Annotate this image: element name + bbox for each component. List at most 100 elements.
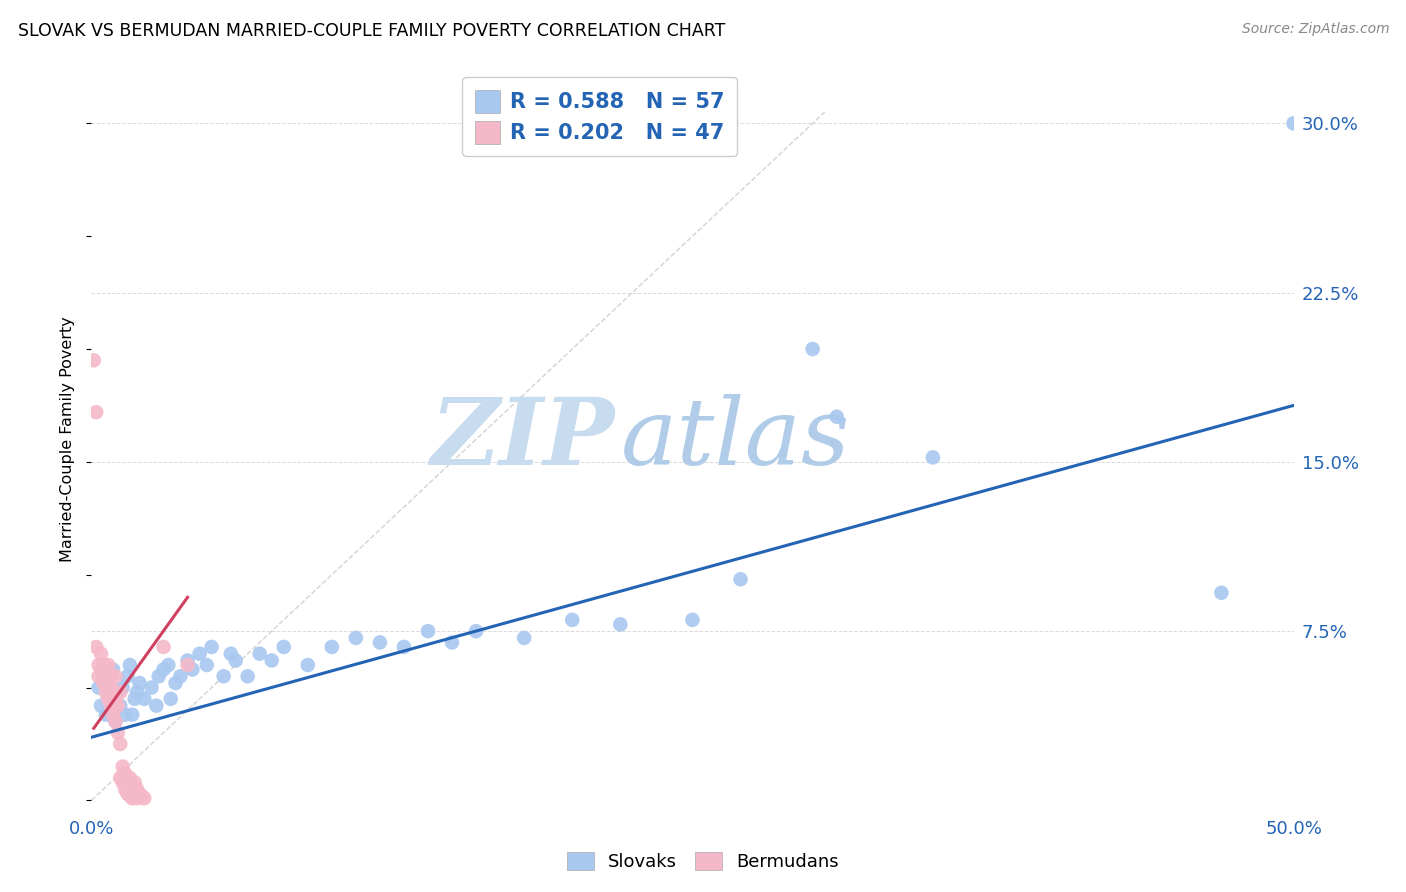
- Text: ZIP: ZIP: [430, 394, 614, 484]
- Point: [121, 782, 143, 797]
- Point: [201, 640, 224, 654]
- Point: [107, 698, 129, 713]
- Point: [344, 631, 367, 645]
- Point: [117, 787, 139, 801]
- Point: [134, 791, 156, 805]
- Text: SLOVAK VS BERMUDAN MARRIED-COUPLE FAMILY POVERTY CORRELATION CHART: SLOVAK VS BERMUDAN MARRIED-COUPLE FAMILY…: [18, 22, 725, 40]
- Point: [93, 658, 115, 673]
- Point: [121, 707, 143, 722]
- Point: [128, 787, 150, 801]
- Point: [118, 771, 141, 785]
- Point: [90, 663, 112, 677]
- Point: [87, 669, 110, 683]
- Point: [114, 707, 136, 722]
- Point: [321, 640, 343, 654]
- Point: [249, 647, 271, 661]
- Point: [165, 676, 187, 690]
- Point: [114, 766, 136, 780]
- Point: [513, 631, 536, 645]
- Legend: R = 0.588   N = 57, R = 0.202   N = 47: R = 0.588 N = 57, R = 0.202 N = 47: [463, 78, 737, 156]
- Point: [134, 691, 156, 706]
- Point: [236, 669, 259, 683]
- Point: [416, 624, 439, 639]
- Point: [110, 698, 132, 713]
- Point: [90, 698, 112, 713]
- Text: atlas: atlas: [620, 394, 849, 484]
- Point: [111, 681, 134, 695]
- Point: [145, 698, 167, 713]
- Point: [141, 681, 163, 695]
- Point: [273, 640, 295, 654]
- Point: [159, 691, 181, 706]
- Point: [118, 658, 141, 673]
- Point: [97, 691, 120, 706]
- Point: [169, 669, 191, 683]
- Point: [90, 647, 112, 661]
- Point: [107, 725, 129, 739]
- Point: [111, 759, 134, 773]
- Point: [104, 669, 127, 683]
- Point: [114, 782, 136, 797]
- Legend: Slovaks, Bermudans: Slovaks, Bermudans: [560, 845, 846, 879]
- Point: [124, 789, 146, 803]
- Point: [101, 707, 124, 722]
- Point: [121, 791, 143, 805]
- Point: [97, 658, 120, 673]
- Point: [297, 658, 319, 673]
- Y-axis label: Married-Couple Family Poverty: Married-Couple Family Poverty: [60, 317, 76, 562]
- Point: [125, 782, 148, 797]
- Point: [260, 653, 283, 667]
- Point: [97, 676, 120, 690]
- Point: [100, 669, 122, 683]
- Point: [561, 613, 583, 627]
- Point: [93, 676, 115, 690]
- Point: [110, 685, 132, 699]
- Point: [148, 669, 170, 683]
- Point: [465, 624, 488, 639]
- Point: [188, 647, 211, 661]
- Point: [609, 617, 631, 632]
- Point: [176, 658, 198, 673]
- Point: [195, 658, 218, 673]
- Point: [124, 691, 146, 706]
- Point: [152, 663, 174, 677]
- Point: [801, 342, 824, 356]
- Point: [87, 658, 110, 673]
- Point: [125, 685, 148, 699]
- Point: [131, 789, 153, 803]
- Text: Source: ZipAtlas.com: Source: ZipAtlas.com: [1241, 22, 1389, 37]
- Point: [107, 685, 129, 699]
- Point: [100, 698, 122, 713]
- Point: [117, 669, 139, 683]
- Point: [110, 771, 132, 785]
- Point: [101, 663, 124, 677]
- Point: [176, 653, 198, 667]
- Point: [110, 737, 132, 751]
- Point: [104, 714, 127, 729]
- Point: [94, 663, 117, 677]
- Point: [212, 669, 235, 683]
- Point: [440, 635, 463, 649]
- Point: [225, 653, 247, 667]
- Point: [1211, 586, 1233, 600]
- Point: [368, 635, 391, 649]
- Point: [124, 775, 146, 789]
- Point: [97, 691, 120, 706]
- Point: [104, 714, 127, 729]
- Point: [825, 409, 848, 424]
- Point: [118, 789, 141, 803]
- Point: [101, 685, 124, 699]
- Point: [922, 450, 945, 465]
- Point: [392, 640, 415, 654]
- Point: [87, 681, 110, 695]
- Point: [181, 663, 204, 677]
- Point: [84, 640, 107, 654]
- Point: [84, 405, 107, 419]
- Point: [128, 676, 150, 690]
- Point: [94, 707, 117, 722]
- Point: [117, 775, 139, 789]
- Point: [111, 775, 134, 789]
- Point: [100, 703, 122, 717]
- Point: [93, 669, 115, 683]
- Point: [152, 640, 174, 654]
